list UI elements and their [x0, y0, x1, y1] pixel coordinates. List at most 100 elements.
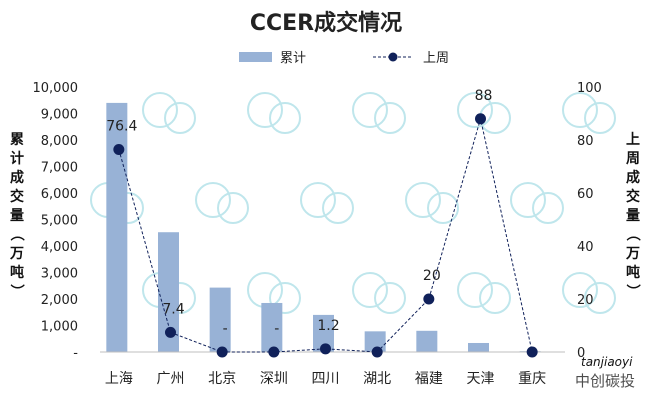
axis-title-char: 交: [626, 188, 640, 205]
axis-title-char: 周: [626, 151, 640, 167]
category-label: 四川: [312, 371, 340, 387]
watermark-ring: [374, 282, 406, 314]
watermark-ring: [142, 92, 178, 128]
bar: [261, 302, 283, 352]
legend-label-bar: 累计: [280, 51, 306, 66]
category-label: 深圳: [260, 371, 288, 387]
category-label: 广州: [157, 371, 185, 387]
left-tick-label: 7,000: [41, 161, 78, 176]
watermark-ring: [352, 92, 388, 128]
data-label: -: [274, 321, 279, 337]
axis-title-char: 成: [10, 169, 24, 186]
right-tick-label: 40: [577, 240, 594, 255]
line-marker: [320, 343, 331, 355]
right-tick-label: 20: [577, 293, 594, 308]
watermark-ring: [247, 272, 283, 308]
right-tick-label: 0: [577, 346, 585, 361]
watermark-ring: [532, 192, 564, 224]
left-tick-label: 6,000: [41, 187, 78, 202]
watermark-ring: [427, 192, 459, 224]
data-label: 7.4: [162, 301, 184, 317]
watermark-ring: [374, 102, 406, 134]
axis-title-char: （: [624, 227, 640, 241]
axis-title-char: 成: [626, 169, 640, 186]
watermark-ring: [247, 92, 283, 128]
line-marker: [216, 346, 228, 358]
legend-label-line: 上周: [423, 51, 449, 66]
axis-title-char: 万: [9, 246, 24, 262]
watermark-ring: [457, 272, 493, 308]
bar: [106, 102, 128, 353]
left-tick-label: 8,000: [41, 134, 78, 149]
legend-swatch-marker: [388, 52, 398, 62]
watermark-ring: [584, 102, 616, 134]
category-label: 上海: [105, 371, 133, 387]
line-marker: [423, 293, 435, 305]
left-tick-label: 4,000: [41, 240, 78, 255]
line-marker: [165, 326, 176, 338]
watermark-ring: [217, 192, 249, 224]
line-marker: [371, 346, 383, 358]
watermark-ring: [405, 182, 441, 218]
watermark-ring: [164, 102, 196, 134]
watermark-ring: [300, 182, 336, 218]
line-marker: [526, 346, 538, 358]
right-tick-label: 80: [577, 134, 594, 149]
watermark-ring: [479, 282, 511, 314]
category-label: 北京: [208, 371, 236, 387]
data-label: 88: [475, 88, 493, 104]
axis-title-char: 量: [626, 208, 640, 224]
axis-title-char: 万: [625, 246, 640, 262]
category-label: 天津: [467, 371, 495, 387]
left-tick-label: 9,000: [41, 108, 78, 123]
legend: 累计 上周: [239, 51, 449, 66]
data-label: 76.4: [106, 119, 137, 135]
axis-title-char: 量: [10, 208, 24, 224]
left-tick-label: 2,000: [41, 293, 78, 308]
axis-title-char: 计: [10, 150, 24, 167]
watermark-ring: [562, 272, 598, 308]
data-label: 1.2: [317, 318, 339, 334]
category-label: 湖北: [363, 371, 391, 387]
watermark-ring: [269, 282, 301, 314]
watermark-ring: [584, 282, 616, 314]
right-tick-label: 60: [577, 187, 594, 202]
axis-title-char: 上: [626, 132, 640, 148]
watermark-ring: [195, 182, 231, 218]
chart-title: CCER成交情况: [250, 10, 402, 36]
left-tick-label: 1,000: [41, 320, 78, 335]
bar: [364, 331, 386, 352]
watermark-ring: [510, 182, 546, 218]
line-series: [113, 113, 538, 358]
axis-title-char: 吨: [626, 264, 640, 281]
axis-title-char: 吨: [10, 264, 24, 281]
bar: [209, 287, 231, 352]
left-tick-label: -: [73, 346, 78, 361]
data-labels: 76.4 7.4 - - 1.2 20 88: [106, 88, 492, 337]
bars: [106, 102, 541, 353]
category-label: 福建: [415, 371, 443, 387]
bar: [313, 314, 334, 352]
watermark-logo-text: tanjiaoyi: [581, 355, 633, 369]
bar: [416, 330, 438, 352]
left-axis-ticks: - 1,000 2,000 3,000 4,000 5,000 6,000 7,000 8,00…: [33, 81, 79, 361]
axis-title-char: 交: [10, 188, 24, 205]
watermark-ring: [322, 192, 354, 224]
left-tick-label: 3,000: [41, 267, 78, 282]
axis-title-char: ）: [624, 284, 640, 298]
line-marker: [268, 346, 280, 358]
line-marker: [475, 113, 486, 125]
watermark-logo: tanjiaoyi 中创碳投: [575, 355, 635, 390]
watermark-ring: [352, 272, 388, 308]
line-marker: [113, 144, 125, 156]
axis-title-char: 累: [10, 132, 24, 148]
category-label: 重庆: [518, 371, 546, 387]
left-tick-label: 10,000: [33, 81, 79, 96]
watermark-ring: [562, 92, 598, 128]
left-tick-label: 5,000: [41, 214, 78, 229]
watermark-ring: [269, 102, 301, 134]
right-axis-ticks: 0 20 40 60 80 100: [577, 81, 602, 361]
